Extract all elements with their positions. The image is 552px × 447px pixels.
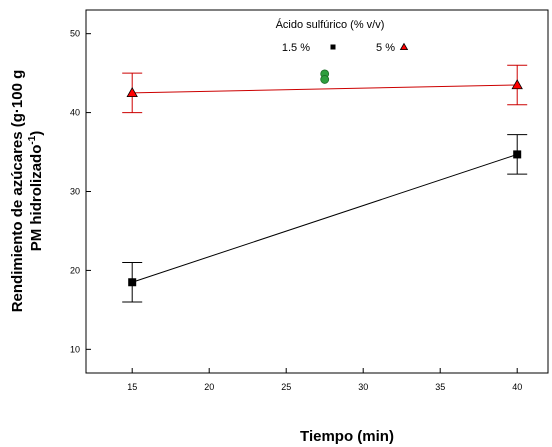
series-line [132,153,518,283]
y-axis-title-line2-main: PM hidrolizado [28,145,45,252]
legend-marker [330,44,336,50]
y-axis-title-line1: Rendimiento de azúcares (g·100 g [9,70,26,313]
y-axis-title: Rendimiento de azúcares (g·100 g PM hidr… [9,70,45,313]
x-axis-title: Tiempo (min) [300,428,394,445]
legend-marker [399,42,409,51]
data-point [511,79,523,90]
center-points [320,69,330,84]
center-point [320,75,330,84]
x-axis: 15 20 25 30 35 40 [127,368,522,392]
y-tick-label: 30 [70,187,80,197]
y-axis-title-close: ) [28,131,45,136]
y-tick-label: 10 [70,344,80,354]
data-point [126,87,138,98]
y-axis-title-superscript: -1 [27,135,38,144]
series-layer [122,64,528,303]
data-point [128,278,137,287]
plot-area-frame [85,9,549,374]
series-1 [122,134,528,303]
y-tick-label: 20 [70,265,80,275]
x-tick-label: 40 [512,382,522,392]
x-tick-label: 35 [435,382,445,392]
y-axis-title-line2: PM hidrolizado-1) [27,131,45,252]
y-axis: 10 20 30 40 50 [70,29,91,354]
x-tick-label: 30 [358,382,368,392]
x-tick-label: 20 [204,382,214,392]
legend-entries: 1.5 % 5 % [282,42,409,54]
data-point [513,150,522,159]
legend-label: 1.5 % [282,42,310,54]
series-2 [122,64,528,114]
series-line [132,84,518,94]
y-tick-label: 50 [70,29,80,39]
legend-label: 5 % [376,42,395,54]
legend-title: Ácido sulfúrico (% v/v) [276,18,385,31]
x-tick-label: 15 [127,382,137,392]
y-tick-label: 40 [70,108,80,118]
legend: Ácido sulfúrico (% v/v) 1.5 % 5 % [276,18,409,54]
x-tick-label: 25 [281,382,291,392]
